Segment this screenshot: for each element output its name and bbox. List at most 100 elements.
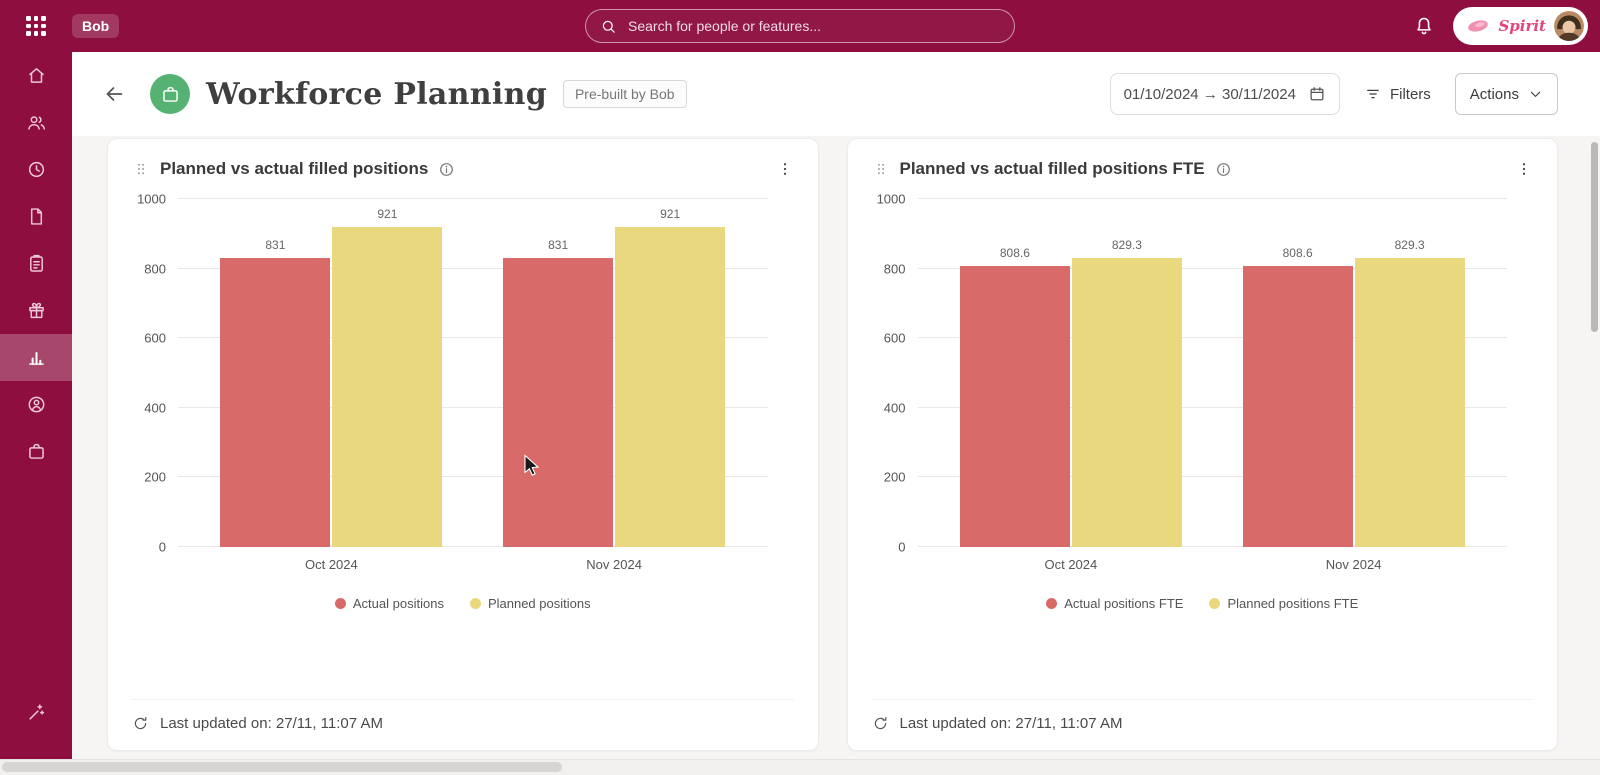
y-tick-label: 200 xyxy=(883,469,906,485)
bar-group: 831 921 xyxy=(219,199,443,547)
bar-slot: 808.6 xyxy=(1242,199,1354,547)
legend-item[interactable]: Planned positions FTE xyxy=(1209,596,1358,611)
bar-group: 831 921 xyxy=(502,199,726,547)
bar-planned-positions-fte[interactable] xyxy=(1071,258,1182,547)
bar-value-label: 829.3 xyxy=(1111,238,1142,253)
refresh-icon[interactable] xyxy=(132,715,149,732)
date-range-picker[interactable]: 01/10/2024 → 30/11/2024 xyxy=(1109,73,1340,115)
bob-logo[interactable]: Bob xyxy=(72,14,120,38)
chart-legend: Actual positions FTE Planned positions FT… xyxy=(872,596,1534,611)
bar-planned-positions[interactable] xyxy=(332,226,443,547)
chart-card: Planned vs actual filled positions FTE 0… xyxy=(846,138,1558,751)
drag-handle-icon[interactable] xyxy=(872,160,890,178)
kebab-menu-icon[interactable] xyxy=(1515,160,1533,178)
legend-label: Actual positions FTE xyxy=(1064,596,1184,611)
vertical-scrollbar-thumb[interactable] xyxy=(1591,142,1598,332)
last-updated-text: Last updated on: 27/11, 11:07 AM xyxy=(160,715,383,732)
legend-dot xyxy=(1046,598,1058,609)
y-axis: 0 200 400 600 800 1000 xyxy=(132,192,178,555)
y-tick-label: 800 xyxy=(144,261,166,277)
bar-planned-positions[interactable] xyxy=(615,226,726,547)
topbar: Bob Spirit xyxy=(0,0,1600,52)
sidebar-item-analytics[interactable] xyxy=(0,334,72,381)
bar-planned-positions-fte[interactable] xyxy=(1354,258,1465,547)
chevron-down-icon xyxy=(1528,87,1543,102)
y-tick-label: 1000 xyxy=(137,191,166,207)
kebab-menu-icon[interactable] xyxy=(776,160,794,178)
gridline xyxy=(917,406,1507,408)
sidebar-item-people[interactable] xyxy=(0,99,72,146)
y-axis: 0 200 400 600 800 1000 xyxy=(872,192,918,555)
user-avatar[interactable] xyxy=(1554,11,1584,41)
filters-button[interactable]: Filters xyxy=(1364,85,1431,103)
legend-dot xyxy=(469,598,481,609)
sidebar-item-home[interactable] xyxy=(0,52,72,99)
bar-slot: 921 xyxy=(331,199,443,547)
gridline xyxy=(917,267,1507,269)
info-icon[interactable] xyxy=(1215,161,1232,178)
bar-chart: 0 200 400 600 800 1000 831 921 831 921 xyxy=(132,192,794,555)
legend-label: Planned positions FTE xyxy=(1227,596,1359,611)
account-menu[interactable]: Spirit xyxy=(1453,7,1588,45)
plot-area: 831 921 831 921 xyxy=(178,198,768,547)
refresh-icon[interactable] xyxy=(872,715,889,732)
horizontal-scrollbar[interactable] xyxy=(0,759,1600,775)
workforce-planning-app-icon xyxy=(150,74,190,114)
plot-area: 808.6 829.3 808.6 829.3 xyxy=(917,198,1508,547)
search-icon xyxy=(600,18,617,35)
legend-label: Planned positions xyxy=(487,596,591,611)
gridline xyxy=(178,198,768,199)
sidebar-item-profile[interactable] xyxy=(0,381,72,428)
sidebar-bottom xyxy=(0,689,72,760)
info-icon[interactable] xyxy=(438,161,455,178)
dashboard-content: Planned vs actual filled positions 0 200 4… xyxy=(72,136,1600,760)
bar-slot: 829.3 xyxy=(1354,199,1466,547)
main-area: Workforce Planning Pre-built by Bob 01/1… xyxy=(72,52,1600,760)
search-input[interactable] xyxy=(626,17,1000,35)
prebuilt-badge: Pre-built by Bob xyxy=(562,80,687,108)
bar-value-label: 808.6 xyxy=(999,245,1030,260)
sidebar-item-benefits[interactable] xyxy=(0,287,72,334)
bar-actual-positions[interactable] xyxy=(503,257,614,547)
app-grid-icon[interactable] xyxy=(26,16,46,36)
sidebar-item-docs[interactable] xyxy=(0,193,72,240)
sidebar xyxy=(0,52,72,760)
card-title: Planned vs actual filled positions FTE xyxy=(899,159,1205,178)
sidebar-item-time[interactable] xyxy=(0,146,72,193)
sidebar-item-magic[interactable] xyxy=(0,689,72,736)
legend-item[interactable]: Actual positions xyxy=(334,596,444,611)
gridline xyxy=(178,546,768,547)
spirit-logo-icon xyxy=(1466,18,1490,34)
gridline xyxy=(178,267,768,269)
sidebar-item-tasks[interactable] xyxy=(0,240,72,287)
filter-icon xyxy=(1364,85,1382,103)
briefcase-icon xyxy=(160,84,181,105)
y-tick-label: 800 xyxy=(883,261,906,277)
page-header: Workforce Planning Pre-built by Bob 01/1… xyxy=(72,52,1600,136)
gridline xyxy=(917,198,1507,199)
y-tick-label: 0 xyxy=(158,539,166,555)
bar-value-label: 831 xyxy=(265,237,286,252)
date-range-value: 01/10/2024 → 30/11/2024 xyxy=(1123,85,1296,103)
chart-card: Planned vs actual filled positions 0 200 4… xyxy=(107,138,819,751)
back-arrow-icon[interactable] xyxy=(102,82,126,106)
sidebar-item-company[interactable] xyxy=(0,428,72,475)
gridline xyxy=(917,546,1507,547)
actions-button[interactable]: Actions xyxy=(1454,73,1558,115)
legend-item[interactable]: Planned positions xyxy=(469,596,591,611)
account-name: Spirit xyxy=(1498,17,1546,35)
bar-value-label: 921 xyxy=(377,206,398,221)
bar-groups: 808.6 829.3 808.6 829.3 xyxy=(918,199,1508,547)
bar-slot: 831 xyxy=(502,199,614,547)
legend-label: Actual positions xyxy=(352,596,444,611)
bar-actual-positions[interactable] xyxy=(220,257,331,547)
global-search[interactable] xyxy=(585,9,1015,43)
horizontal-scrollbar-thumb[interactable] xyxy=(2,762,562,772)
legend-item[interactable]: Actual positions FTE xyxy=(1046,596,1183,611)
bar-actual-positions-fte[interactable] xyxy=(1242,265,1353,547)
bar-group: 808.6 829.3 xyxy=(959,199,1183,547)
drag-handle-icon[interactable] xyxy=(132,160,150,178)
bar-value-label: 829.3 xyxy=(1394,238,1425,253)
bar-actual-positions-fte[interactable] xyxy=(959,265,1070,547)
notifications-bell-icon[interactable] xyxy=(1413,15,1435,37)
